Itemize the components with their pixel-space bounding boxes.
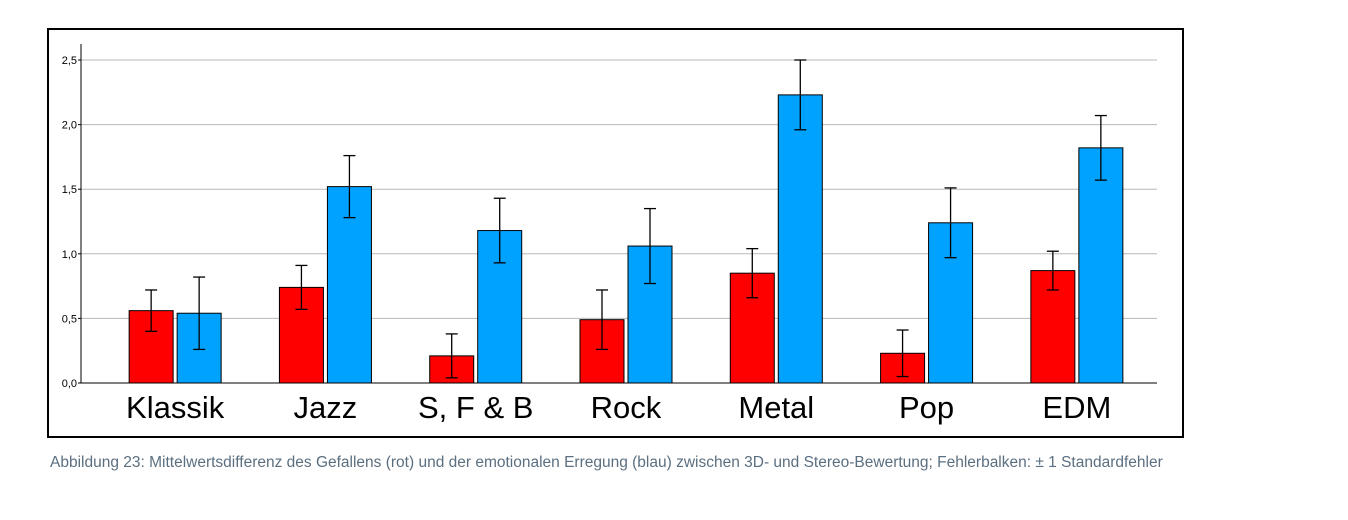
category-label: S, F & B: [418, 390, 533, 425]
category-label: Metal: [738, 390, 814, 425]
category-label: Jazz: [294, 390, 358, 425]
labels: 0,0 0,5 1,0 1,5 2,0 2,5 Klassik Jazz S, F & B Roc…: [62, 55, 1112, 425]
y-tick-label: 2,5: [62, 55, 77, 67]
category-label: Rock: [591, 390, 662, 425]
gridlines: [81, 59, 1157, 319]
category-label: Klassik: [126, 390, 225, 425]
y-tick-label: 0,5: [62, 313, 77, 325]
y-tick-label: 1,0: [62, 249, 77, 261]
category-label: EDM: [1042, 390, 1111, 425]
bar: [128, 310, 174, 384]
y-tick-label: 0,0: [62, 378, 77, 390]
y-tick-label: 2,0: [62, 120, 77, 132]
category-label: Pop: [899, 390, 954, 425]
y-tick-label: 1,5: [62, 184, 77, 196]
bar: [777, 94, 823, 384]
bar-chart: 0,0 0,5 1,0 1,5 2,0 2,5 Klassik Jazz S, F & B Roc…: [62, 44, 1157, 425]
bar: [1078, 147, 1124, 384]
bars: [128, 59, 1124, 384]
figure-caption: Abbildung 23: Mittelwertsdifferenz des G…: [50, 454, 1163, 471]
chart-frame: 0,0 0,5 1,0 1,5 2,0 2,5 Klassik Jazz S, F & B Roc…: [47, 28, 1184, 438]
